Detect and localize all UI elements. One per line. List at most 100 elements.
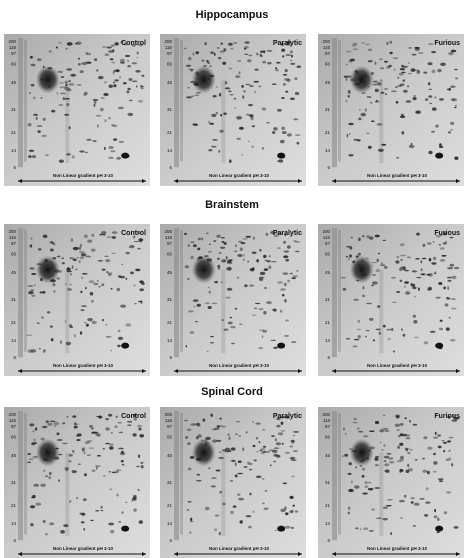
protein-spot bbox=[37, 130, 41, 134]
protein-spot bbox=[287, 245, 291, 249]
protein-spot bbox=[454, 156, 459, 160]
protein-spot bbox=[451, 419, 458, 422]
protein-cluster bbox=[349, 255, 374, 284]
protein-spot bbox=[207, 250, 212, 253]
protein-spot bbox=[396, 255, 400, 259]
protein-spot bbox=[237, 460, 242, 463]
protein-spot bbox=[53, 290, 56, 293]
protein-spot bbox=[204, 438, 208, 442]
protein-spot bbox=[359, 528, 362, 530]
protein-spot bbox=[345, 245, 352, 248]
protein-spot bbox=[356, 279, 360, 282]
protein-spot bbox=[111, 471, 117, 474]
protein-spot bbox=[71, 470, 77, 474]
protein-spot bbox=[340, 276, 347, 279]
protein-spot bbox=[50, 338, 54, 342]
protein-spot bbox=[33, 438, 36, 442]
protein-spot bbox=[248, 468, 253, 471]
protein-spot bbox=[273, 127, 278, 131]
protein-spot bbox=[202, 418, 206, 422]
protein-spot bbox=[398, 72, 404, 76]
protein-spot bbox=[244, 46, 249, 49]
protein-spot bbox=[242, 95, 245, 99]
protein-spot bbox=[409, 448, 414, 451]
protein-spot bbox=[395, 415, 400, 419]
protein-spot bbox=[76, 497, 79, 499]
protein-spot bbox=[263, 268, 269, 271]
protein-spot bbox=[352, 345, 358, 348]
protein-spot bbox=[187, 310, 194, 313]
protein-spot bbox=[120, 61, 125, 64]
protein-spot bbox=[283, 240, 287, 244]
protein-spot bbox=[133, 235, 136, 239]
protein-spot bbox=[424, 513, 429, 517]
protein-spot bbox=[127, 66, 132, 68]
protein-spot bbox=[266, 301, 272, 305]
protein-spot bbox=[190, 80, 196, 84]
protein-spot bbox=[367, 482, 372, 484]
protein-spot bbox=[28, 155, 32, 158]
protein-spot bbox=[401, 328, 403, 331]
protein-spot bbox=[347, 506, 351, 510]
protein-spot bbox=[445, 458, 449, 461]
panel-label: Furious bbox=[434, 40, 460, 47]
protein-spot bbox=[184, 232, 187, 236]
protein-spot bbox=[252, 510, 255, 513]
protein-spot bbox=[382, 517, 388, 521]
protein-spot bbox=[47, 423, 53, 426]
protein-spot bbox=[264, 286, 267, 290]
protein-spot bbox=[41, 316, 44, 319]
protein-spot bbox=[90, 248, 96, 252]
mw-marker: 31 bbox=[11, 297, 17, 302]
protein-spot bbox=[372, 265, 374, 267]
protein-spot bbox=[31, 155, 37, 159]
protein-spot bbox=[285, 43, 291, 46]
protein-spot bbox=[437, 434, 441, 437]
protein-spot bbox=[236, 60, 242, 62]
protein-spot bbox=[434, 271, 437, 275]
protein-spot bbox=[439, 247, 445, 250]
protein-spot bbox=[291, 277, 296, 280]
protein-spot bbox=[274, 529, 277, 532]
protein-spot bbox=[266, 260, 271, 263]
protein-spot bbox=[277, 525, 286, 532]
protein-spot bbox=[68, 460, 72, 463]
protein-spot bbox=[440, 259, 446, 262]
protein-spot bbox=[111, 61, 115, 64]
protein-spot bbox=[451, 307, 457, 310]
protein-spot bbox=[289, 50, 293, 54]
protein-spot bbox=[124, 54, 131, 58]
protein-spot bbox=[215, 111, 218, 115]
panel-label: Paralytic bbox=[273, 230, 302, 237]
protein-spot bbox=[453, 266, 460, 270]
protein-spot bbox=[280, 288, 286, 291]
protein-spot bbox=[207, 306, 212, 309]
protein-spot bbox=[287, 279, 290, 283]
protein-spot bbox=[220, 281, 223, 283]
protein-spot bbox=[386, 453, 392, 455]
protein-spot bbox=[110, 287, 113, 290]
protein-spot bbox=[83, 94, 87, 96]
protein-spot bbox=[90, 519, 94, 522]
protein-spot bbox=[252, 236, 256, 240]
protein-spot bbox=[234, 474, 238, 478]
protein-spot bbox=[94, 58, 98, 62]
x-axis-label: Non Linear gradient pH 3-10 bbox=[209, 363, 270, 368]
protein-spot bbox=[189, 455, 195, 459]
streak bbox=[65, 452, 70, 537]
protein-spot bbox=[48, 472, 52, 475]
protein-spot bbox=[408, 72, 412, 75]
panel-label: Control bbox=[121, 40, 146, 47]
protein-spot bbox=[118, 431, 123, 434]
protein-spot bbox=[384, 469, 390, 473]
mw-marker: 200 bbox=[8, 229, 16, 234]
protein-spot bbox=[264, 259, 268, 262]
protein-spot bbox=[204, 441, 209, 445]
protein-spot bbox=[131, 62, 137, 65]
protein-spot bbox=[187, 244, 190, 247]
protein-spot bbox=[451, 275, 457, 280]
protein-spot bbox=[133, 508, 137, 512]
protein-spot bbox=[382, 428, 389, 430]
protein-spot bbox=[102, 475, 106, 477]
